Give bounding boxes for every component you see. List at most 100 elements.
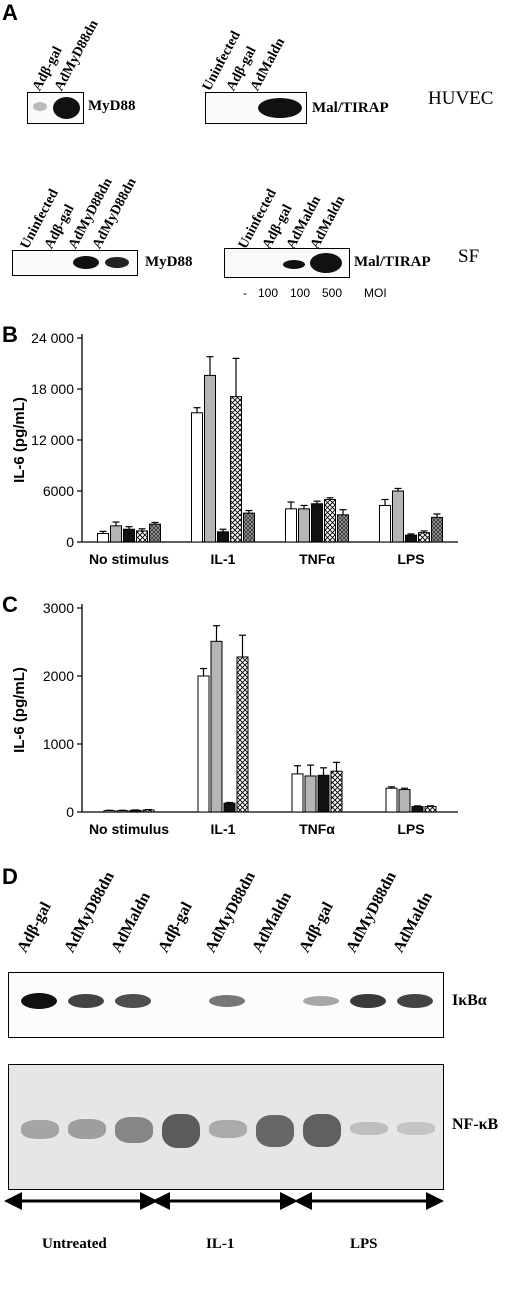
bar <box>217 531 229 543</box>
blot-band <box>310 253 342 273</box>
nfkb-band <box>350 1121 388 1136</box>
bar <box>129 809 142 813</box>
y-tick-label: 6000 <box>43 483 74 499</box>
bar <box>385 787 398 813</box>
nfkb-label: NF-κB <box>452 1116 499 1133</box>
bar <box>379 504 391 543</box>
group-label-untreated: Untreated <box>42 1236 107 1252</box>
bar <box>149 523 161 543</box>
lane-label: AdMaldn <box>249 889 296 956</box>
lane-label: Adβ-gal <box>296 899 337 956</box>
huvec-mal-label: Mal/TIRAP <box>312 100 389 116</box>
bar <box>230 396 242 543</box>
bar <box>97 533 109 543</box>
x-category-label: TNFα <box>299 821 335 837</box>
bar <box>210 640 223 813</box>
bar <box>103 810 116 813</box>
blot-band <box>73 256 99 269</box>
bar <box>337 514 349 543</box>
blot-band <box>53 97 80 119</box>
ikb-blot <box>8 972 444 1038</box>
x-category-label: LPS <box>397 551 424 567</box>
ikb-band <box>209 995 245 1007</box>
il6-chart-sf: 0 1000 2000 3000 IL-6 (pg/mL) No stimulus IL-1… <box>11 600 458 837</box>
bar <box>243 512 255 543</box>
moi-value: 100 <box>290 286 311 300</box>
y-tick-label: 2000 <box>43 668 74 684</box>
lane-label: AdMaldn <box>108 889 155 956</box>
x-category-label: LPS <box>397 821 424 837</box>
nfkb-blot <box>8 1064 444 1190</box>
sf-mal-label: Mal/TIRAP <box>354 254 431 270</box>
y-tick-label: 18 000 <box>31 381 74 397</box>
lane-label: Adβ-gal <box>155 899 196 956</box>
bar <box>418 532 430 543</box>
bar <box>311 503 323 543</box>
bar <box>392 490 404 543</box>
nfkb-band <box>256 1114 294 1147</box>
blot-band <box>105 257 129 268</box>
y-tick-label: 0 <box>66 804 74 820</box>
y-tick-label: 3000 <box>43 600 74 616</box>
y-axis-label: IL-6 (pg/mL) <box>11 667 28 753</box>
bar <box>204 374 216 543</box>
ikb-band <box>303 996 339 1006</box>
nfkb-band <box>303 1114 341 1148</box>
huvec-mal-blot <box>205 92 307 124</box>
arrow-il1 <box>152 1192 298 1210</box>
treatment-arrows <box>4 1192 444 1210</box>
bar <box>110 525 122 543</box>
bar <box>298 508 310 543</box>
ikb-label: IκBα <box>452 992 487 1009</box>
sf-mal-blot <box>224 248 350 278</box>
x-category-label: IL-1 <box>211 551 236 567</box>
ikb-band <box>115 994 151 1008</box>
moi-value: 500 <box>322 286 343 300</box>
huvec-myd88-blot <box>27 92 84 124</box>
sf-myd88-label: MyD88 <box>145 254 193 270</box>
y-axis-label: IL-6 (pg/mL) <box>11 397 28 483</box>
bar <box>191 412 203 543</box>
bar <box>398 789 411 813</box>
x-category-label: IL-1 <box>211 821 236 837</box>
y-tick-label: 24 000 <box>31 330 74 346</box>
panel-c-letter: C <box>2 592 18 617</box>
nfkb-band <box>397 1122 435 1135</box>
nfkb-band <box>68 1119 106 1140</box>
panel-a-letter: A <box>2 0 18 25</box>
bar <box>136 530 148 543</box>
moi-unit: MOI <box>364 286 387 300</box>
nfkb-band <box>115 1117 153 1143</box>
panel-d-letter: D <box>2 864 18 889</box>
bar <box>411 806 424 813</box>
bar <box>197 675 210 813</box>
bar <box>285 508 297 543</box>
nfkb-band <box>21 1119 59 1139</box>
moi-value: 100 <box>258 286 279 300</box>
bar <box>424 806 437 813</box>
bar <box>317 774 330 813</box>
nfkb-band <box>209 1120 247 1138</box>
nfkb-band <box>162 1113 200 1149</box>
y-tick-label: 12 000 <box>31 432 74 448</box>
arrow-lps <box>294 1192 444 1210</box>
group-label-il1: IL-1 <box>206 1236 235 1252</box>
blot-band <box>258 98 302 118</box>
moi-value: - <box>243 286 247 300</box>
bar <box>324 499 336 543</box>
huvec-label: HUVEC <box>428 88 494 109</box>
x-category-label: TNFα <box>299 551 335 567</box>
bar <box>123 528 135 543</box>
y-tick-label: 1000 <box>43 736 74 752</box>
blot-band <box>283 260 305 269</box>
huvec-myd88-label: MyD88 <box>88 98 136 114</box>
ikb-band <box>68 994 104 1008</box>
il6-chart-huvec: 0 6000 12 000 18 000 24 000 IL-6 (pg/mL) No st… <box>11 330 458 567</box>
bar <box>236 656 249 813</box>
ikb-band <box>350 993 386 1009</box>
lane-label: AdMaldn <box>247 35 289 94</box>
bar <box>405 534 417 543</box>
bar <box>304 775 317 813</box>
panel-b-letter: B <box>2 322 18 347</box>
blot-band <box>33 102 47 111</box>
